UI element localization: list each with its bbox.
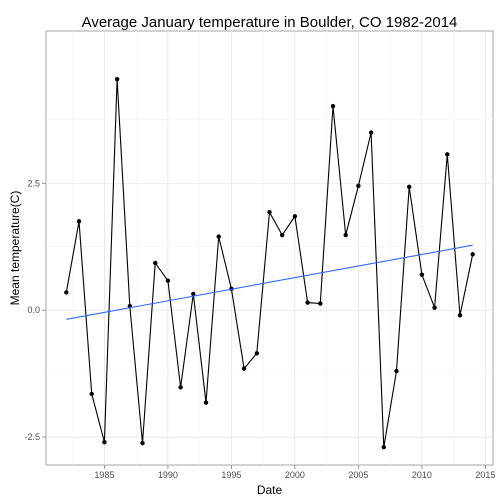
chart-title: Average January temperature in Boulder, … [82,14,458,31]
x-tick-label: 2010 [412,470,432,480]
data-point [64,290,68,294]
data-point [242,366,246,370]
plot-panel [46,31,493,465]
data-point [343,233,347,237]
data-point [102,440,106,444]
data-point [178,385,182,389]
data-point [458,313,462,317]
data-point [217,234,221,238]
data-point [420,272,424,276]
x-tick-label: 1985 [94,470,114,480]
x-tick-label: 2000 [285,470,305,480]
data-point [318,301,322,305]
data-point [293,214,297,218]
data-point [115,77,119,81]
data-point [432,305,436,309]
data-point [356,184,360,188]
data-point [445,152,449,156]
data-point [280,233,284,237]
data-point [382,445,386,449]
data-point [140,441,144,445]
x-tick-label: 1995 [221,470,241,480]
y-tick-label: -2.5 [24,432,40,442]
data-point [255,351,259,355]
y-tick-label: 0.0 [27,305,40,315]
x-tick-label: 2005 [348,470,368,480]
data-point [77,219,81,223]
x-tick-label: 1990 [158,470,178,480]
data-point [153,261,157,265]
y-axis-ticks: -2.5 0.0 2.5 [24,178,46,442]
x-axis-ticks: 1985 1990 1995 2000 2005 2010 2015 [94,465,495,480]
data-point [470,252,474,256]
data-point [166,279,170,283]
data-point [369,130,373,134]
x-tick-label: 2015 [475,470,495,480]
data-point [90,392,94,396]
data-point [267,210,271,214]
data-point [204,400,208,404]
data-point [394,369,398,373]
y-axis-label: Mean temperature(C) [8,191,22,306]
data-point [305,300,309,304]
data-point [407,185,411,189]
x-axis-label: Date [257,483,283,497]
data-point [331,104,335,108]
y-tick-label: 2.5 [27,178,40,188]
